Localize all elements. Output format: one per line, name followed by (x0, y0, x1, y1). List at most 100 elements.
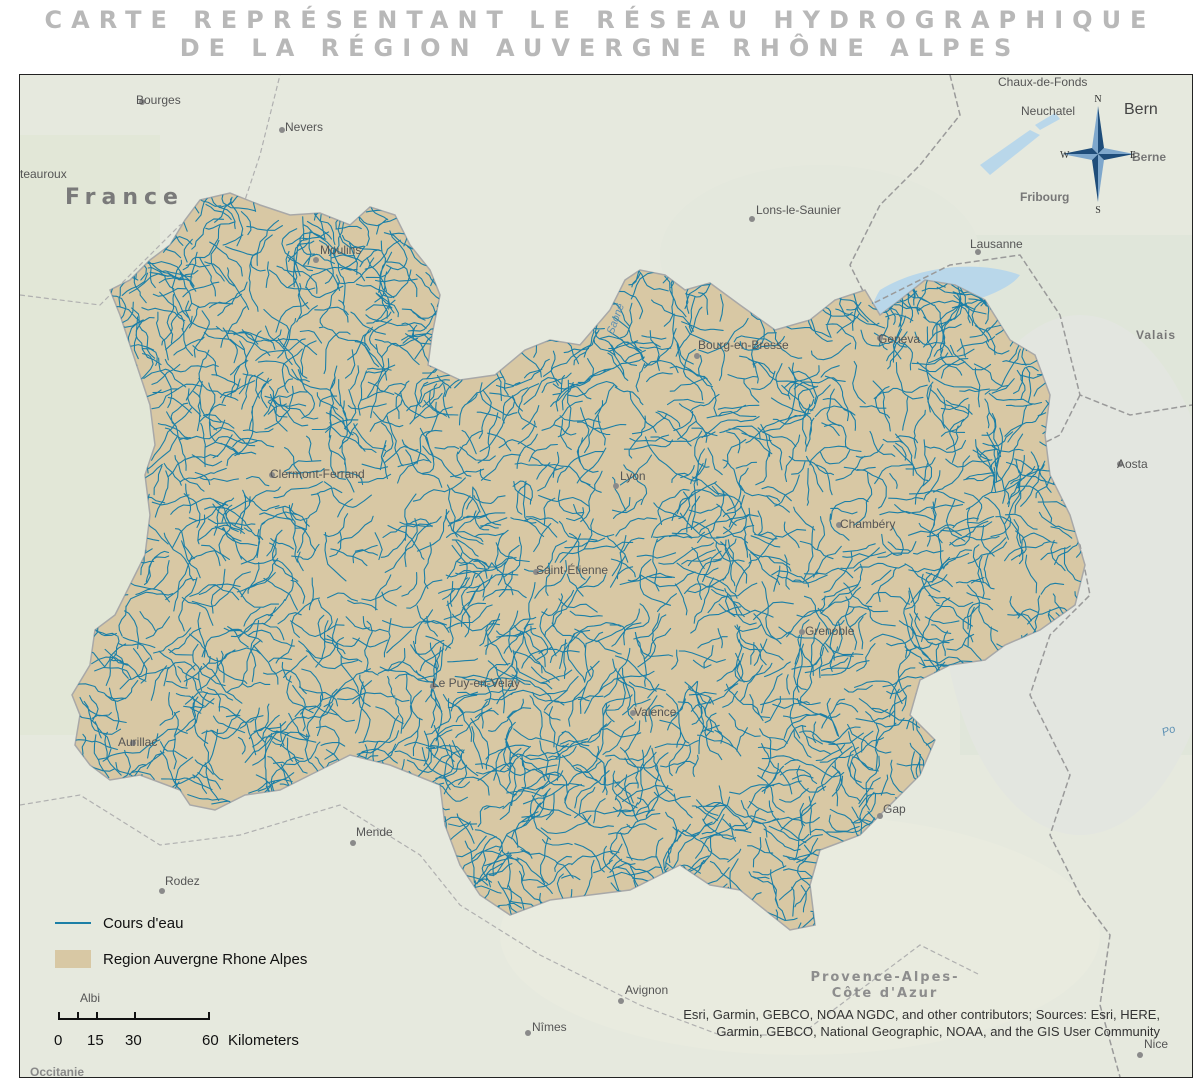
place-gap: Gap (883, 802, 906, 816)
scale-label-30: 30 (125, 1032, 142, 1049)
compass-point-e-light (1098, 148, 1134, 154)
map-legend: Cours d'eau Region Auvergne Rhone Alpes (55, 905, 307, 977)
sub-region-label: Provence-Alpes- Côte d'Azur (805, 970, 965, 1002)
compass-point-e (1098, 154, 1134, 160)
city-dot-le-puy (430, 683, 436, 689)
place-bourges: Bourges (136, 93, 181, 107)
place-geneva: Geneva (878, 332, 921, 346)
map-canvas (20, 75, 1192, 1077)
scale-label-60: 60 (202, 1032, 219, 1049)
north-arrow: N S E W (1060, 94, 1136, 216)
city-dot-lyon (613, 483, 619, 489)
city-dot-chambery (836, 522, 842, 528)
place-mende: Mende (356, 825, 393, 839)
compass-point-w (1062, 148, 1098, 154)
map-attribution: Esri, Garmin, GEBCO, NOAA NGDC, and othe… (600, 1006, 1160, 1040)
place-aosta: Aosta (1117, 457, 1148, 471)
place-clermont-ferrand: Clermont-Ferrand (270, 467, 365, 481)
place-nevers: Nevers (285, 120, 324, 134)
scale-tick-minor-1 (77, 1012, 79, 1020)
scale-label-15: 15 (87, 1032, 104, 1049)
place-avignon: Avignon (625, 983, 669, 997)
city-dot-rodez (159, 888, 165, 894)
place-chaux-de-fonds: Chaux-de-Fonds (998, 75, 1088, 89)
city-dot-bourg (694, 353, 700, 359)
north-arrow-w: W (1060, 150, 1070, 161)
place-chambery: Chambéry (840, 517, 896, 531)
place-rodez: Rodez (165, 874, 200, 888)
legend-symbol-river-line (55, 922, 91, 924)
north-arrow-e: E (1130, 150, 1136, 161)
place-neuchatel: Neuchatel (1021, 104, 1076, 118)
place-aurillac: Aurillac (118, 735, 158, 749)
city-dot-clermont (269, 472, 275, 478)
place-lons-le-saunier: Lons-le-Saunier (756, 203, 841, 217)
place-chateauroux: teauroux (20, 167, 67, 181)
lake-bienne (1035, 113, 1060, 130)
border-france-italy (1019, 394, 1121, 1077)
compass-point-n-light (1092, 106, 1098, 154)
place-grenoble: Grenoble (805, 624, 855, 638)
legend-label-region: Region Auvergne Rhone Alpes (103, 950, 308, 968)
city-dots (130, 99, 1143, 1058)
place-saint-etienne: Saint-Étienne (536, 563, 609, 577)
north-arrow-n: N (1094, 94, 1101, 105)
city-dot-grenoble (799, 629, 805, 635)
sub-region-line-2: Côte d'Azur (831, 986, 939, 1001)
city-dot-saint-etienne (533, 569, 539, 575)
north-arrow-s: S (1095, 205, 1101, 216)
place-nimes: Nîmes (532, 1020, 567, 1034)
scale-tick-15 (96, 1012, 98, 1020)
place-nice: Nice (1144, 1037, 1169, 1051)
city-dot-nice (1137, 1052, 1143, 1058)
city-dot-geneva (877, 335, 883, 341)
lake-neuchatel (980, 130, 1040, 175)
legend-item-region: Region Auvergne Rhone Alpes (55, 941, 307, 977)
compass-point-s (1092, 154, 1098, 202)
legend-label-rivers: Cours d'eau (103, 914, 184, 932)
city-dot-avignon (618, 998, 624, 1004)
scale-unit-label: Kilometers (228, 1032, 299, 1049)
legend-symbol-region-fill (55, 950, 91, 968)
city-dot-mende (350, 840, 356, 846)
city-dot-nimes (525, 1030, 531, 1036)
place-lyon: Lyon (620, 469, 646, 483)
place-occitanie: Occitanie (30, 1065, 85, 1078)
city-dot-lons (749, 216, 755, 222)
place-fribourg: Fribourg (1020, 190, 1070, 204)
scale-tick-60 (208, 1012, 210, 1020)
map-frame[interactable]: France Provence-Alpes- Côte d'Azur Saone… (19, 74, 1193, 1078)
scale-label-0: 0 (54, 1032, 63, 1049)
legend-item-rivers: Cours d'eau (55, 905, 307, 941)
scale-tick-0 (58, 1012, 60, 1020)
city-dot-lausanne (975, 249, 981, 255)
attribution-line-1: Esri, Garmin, GEBCO, NOAA NGDC, and othe… (683, 1007, 1160, 1022)
city-dot-valence (630, 710, 636, 716)
city-dot-bourges (139, 99, 145, 105)
map-title-line-1: CARTE REPRÉSENTANT LE RÉSEAU HYDROGRAPHI… (44, 6, 1156, 34)
lake-geneva (868, 266, 1020, 355)
border-region-south (20, 794, 981, 1036)
city-dot-aosta (1117, 461, 1123, 467)
place-le-puy-en-velay: Le Puy-en-Velay (432, 676, 521, 690)
place-moulins: Moulins (320, 243, 362, 257)
border-france-switzerland (849, 75, 1192, 416)
place-bourg-en-bresse: Bourg-en-Bresse (698, 338, 789, 352)
city-dot-gap (877, 813, 883, 819)
compass-point-s-light (1098, 154, 1104, 202)
place-bern: Bern (1124, 101, 1158, 118)
place-albi: Albi (80, 991, 101, 1005)
country-label: France (65, 185, 184, 210)
map-title-line-2: DE LA RÉGION AUVERGNE RHÔNE ALPES (179, 34, 1021, 62)
place-valais: Valais (1136, 328, 1177, 342)
place-valence: Valence (634, 705, 677, 719)
compass-point-n (1098, 106, 1104, 154)
scale-tick-30 (134, 1012, 136, 1020)
attribution-line-2: Garmin, GEBCO, National Geographic, NOAA… (716, 1024, 1160, 1039)
place-berne: Berne (1132, 150, 1167, 164)
compass-point-w-light (1062, 154, 1098, 160)
sub-region-line-1: Provence-Alpes- (810, 970, 960, 985)
city-dot-aurillac (130, 740, 136, 746)
place-lausanne: Lausanne (970, 237, 1023, 251)
city-dot-moulins (313, 257, 319, 263)
